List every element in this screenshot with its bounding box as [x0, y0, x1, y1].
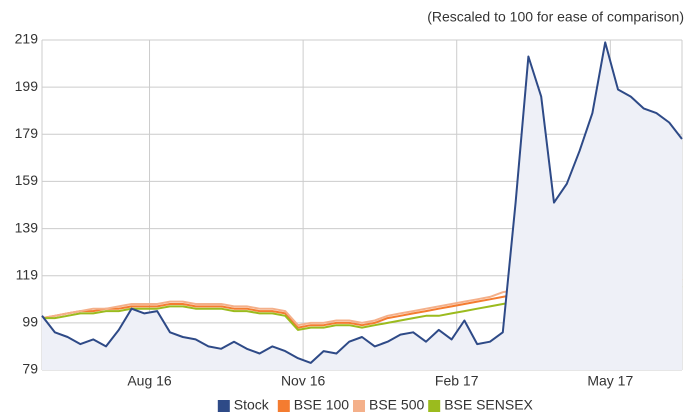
y-tick-label: 179 [15, 125, 39, 141]
legend-swatch [217, 400, 230, 412]
legend-label: BSE 100 [294, 397, 349, 413]
y-tick-label: 79 [22, 361, 38, 377]
line [41, 41, 683, 364]
y-tick-label: 199 [15, 78, 39, 94]
y-tick-label: 99 [22, 314, 38, 330]
chart-subtitle: (Rescaled to 100 for ease of comparison) [427, 9, 684, 25]
y-tick-label: 219 [15, 31, 39, 47]
legend-swatch [428, 400, 441, 412]
x-tick-label: May 17 [587, 373, 633, 389]
legend-swatch [277, 400, 290, 412]
legend-label: Stock [234, 397, 270, 413]
y-tick-label: 159 [15, 172, 39, 188]
legend-swatch [353, 400, 365, 412]
area [42, 42, 682, 371]
legend-label: BSE SENSEX [444, 397, 533, 413]
x-tick-label: Aug 16 [127, 373, 172, 389]
y-tick-label: 119 [16, 266, 39, 282]
y-tick-label: 139 [15, 219, 39, 235]
x-tick-label: Feb 17 [435, 373, 479, 389]
legend-label: BSE 500 [369, 397, 424, 413]
x-tick-label: Nov 16 [281, 373, 326, 389]
